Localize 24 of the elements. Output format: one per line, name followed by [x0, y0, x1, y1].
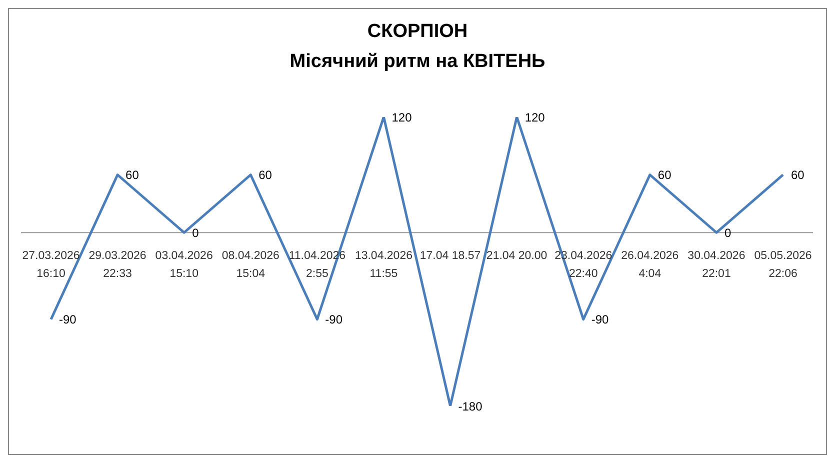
x-tick-label: 08.04.2026 15:04: [222, 250, 280, 280]
data-label: 0: [724, 226, 732, 240]
data-label: 60: [126, 168, 140, 182]
data-label: 120: [392, 110, 412, 124]
chart-subtitle: Місячний ритм на КВІТЕНЬ: [288, 50, 546, 74]
data-label: 60: [258, 168, 272, 182]
x-tick-label: 29.03.2026 22:33: [88, 250, 146, 280]
x-tick-label: 27.03.2026 16:10: [22, 250, 80, 280]
x-tick-label: 03.04.2026 15:10: [155, 250, 213, 280]
chart-title: СКОРПІОН: [366, 20, 469, 44]
x-tick-label: 21.04 20.00: [486, 250, 548, 262]
data-label: -90: [59, 312, 77, 327]
data-label: -180: [458, 399, 483, 414]
x-tick-label: 17.04 18.57: [420, 250, 481, 262]
data-label: -90: [591, 312, 610, 327]
x-tick-label: 30.04.2026 22:01: [688, 250, 746, 280]
data-label: 120: [524, 110, 546, 124]
data-label: 60: [658, 168, 672, 182]
data-label: 60: [791, 168, 805, 182]
data-label: 0: [192, 226, 200, 240]
x-tick-label: 26.04.2026 4:04: [621, 250, 679, 280]
x-tick-label: 13.04.2026 11:55: [354, 250, 413, 280]
data-label: -90: [325, 312, 343, 327]
x-tick-label: 05.05.2026 22:06: [754, 250, 812, 280]
